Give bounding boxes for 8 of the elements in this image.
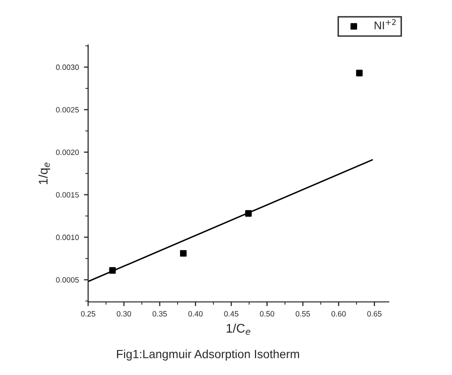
point (245, 210, 252, 217)
point (109, 267, 116, 274)
legend-label: NI$^{+2}$ (374, 19, 396, 30)
x-axis-title: 1/C$_{e}$ (226, 324, 250, 335)
caption: Fig1:Langmuir Adsorption Isotherm (117, 350, 300, 361)
point (356, 70, 363, 76)
point (180, 250, 187, 257)
y-axis-title: 1/q$_{e}$ (38, 162, 50, 184)
